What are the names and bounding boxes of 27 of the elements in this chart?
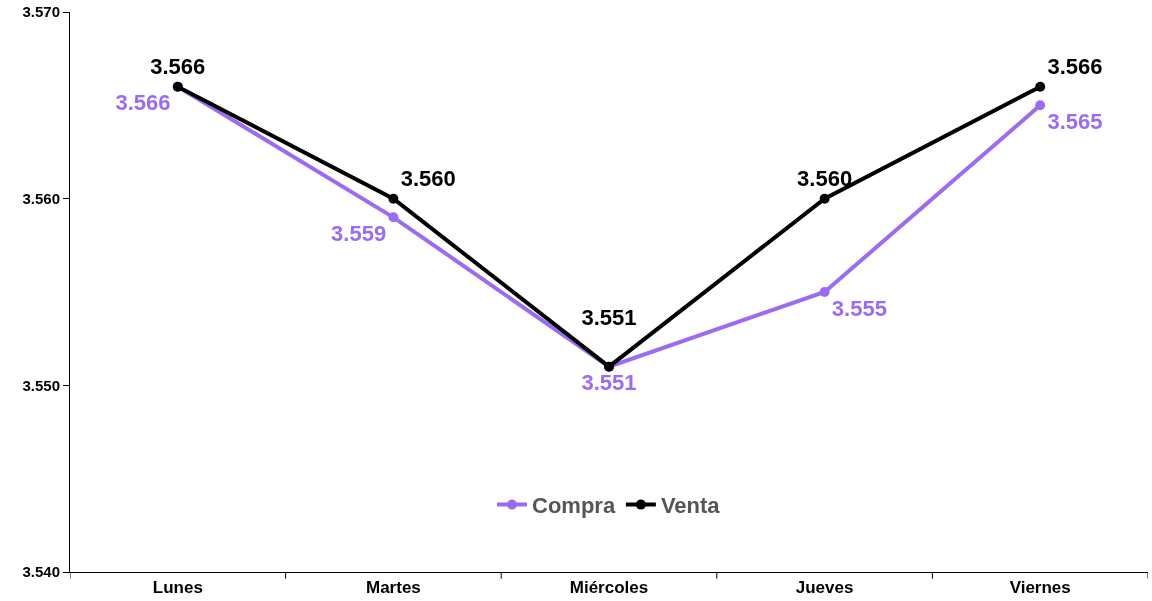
data-label: 3.551: [581, 370, 637, 396]
x-tick-label: Lunes: [152, 578, 203, 598]
data-label: 3.566: [1047, 53, 1103, 79]
data-label: 3.566: [115, 90, 171, 116]
x-tick-label: Jueves: [795, 578, 854, 598]
x-tick-label: Miércoles: [569, 578, 649, 598]
point: [388, 212, 399, 223]
point: [1035, 100, 1046, 111]
data-label: 3.560: [400, 165, 456, 191]
point: [819, 193, 830, 204]
legend-label: Compra: [532, 493, 616, 519]
point: [388, 193, 399, 204]
data-label: 3.555: [831, 295, 887, 321]
x-tick-label: Martes: [365, 578, 421, 598]
legend-label: Venta: [660, 493, 721, 519]
data-label: 3.565: [1047, 109, 1103, 135]
data-label: 3.559: [331, 221, 387, 247]
y-tick-label: 3.570: [22, 3, 60, 21]
y-tick-label: 3.560: [22, 189, 60, 207]
point: [1035, 81, 1046, 92]
data-label: 3.551: [581, 305, 637, 331]
x-tick-label: Viernes: [1009, 578, 1071, 598]
data-label: 3.560: [797, 165, 853, 191]
data-label: 3.566: [150, 53, 206, 79]
y-tick-label: 3.550: [22, 376, 60, 394]
point: [819, 287, 830, 297]
y-tick-label: 3.540: [22, 563, 60, 581]
